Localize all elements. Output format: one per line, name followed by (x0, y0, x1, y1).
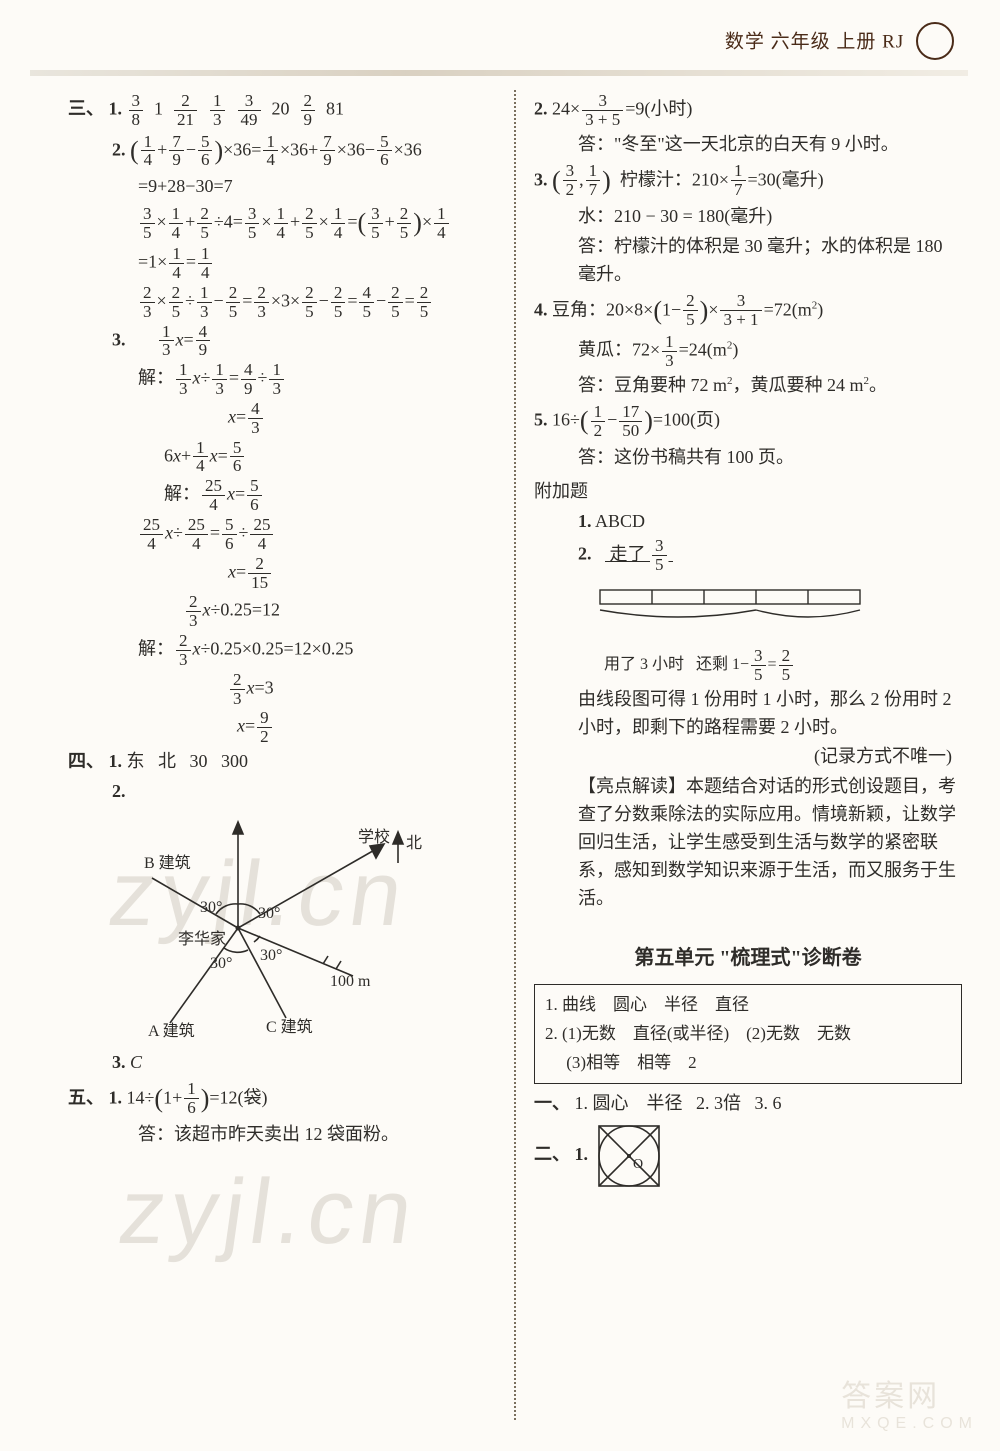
svg-text:30°: 30° (200, 899, 222, 916)
sec3-3-line8: 23x÷0.25=12 (68, 593, 496, 630)
sec3-3-line1: 3. 13x=49 (68, 323, 496, 360)
unit5-box-l2a: 2. (1)无数 直径(或半径) (2)无数 无数 (545, 1020, 951, 1049)
sec3-2-line4: =1×14=14 (68, 245, 496, 282)
sec3-3-line4: 6x+14x=56 (68, 439, 496, 476)
unit5-sec2: 二、 1. O (534, 1120, 962, 1192)
r-q2: 2. 24×33 + 5=9(小时) (534, 92, 962, 129)
sec3-2-line3: 35×14+25÷4=35×14+25×14=(35+25)×14 (68, 203, 496, 243)
extra-2-diagram (590, 576, 962, 645)
right-column: 2. 24×33 + 5=9(小时) 答："冬至"这一天北京的白天有 9 小时。… (516, 90, 962, 1420)
r-q3: 3. (32,17) 柠檬汁：210×17=30(毫升) (534, 161, 962, 201)
header-divider (30, 70, 968, 76)
sec3-3-line2: 解：13x÷13=49÷13 (68, 361, 496, 398)
extra-title: 附加题 (534, 478, 962, 506)
r-q3-water: 水：210 − 30 = 180(毫升) (534, 203, 962, 231)
r-q4-cuke: 黄瓜：72×13=24(m2) (534, 333, 962, 370)
sec3-3-line7: x=215 (68, 555, 496, 592)
svg-text:B 建筑: B 建筑 (144, 854, 191, 872)
sec3-2-line1: 2. (14+79−56)×36=14×36+79×36−56×36 (68, 131, 496, 171)
sec3-label: 三、 (68, 98, 104, 118)
extra-1: 1. ABCD (534, 508, 962, 536)
svg-text:100 m: 100 m (330, 973, 371, 990)
sec3-3-line10: 23x=3 (68, 671, 496, 708)
r-q2-answer: 答："冬至"这一天北京的白天有 9 小时。 (534, 131, 962, 159)
unit5-box: 1. 曲线 圆心 半径 直径 2. (1)无数 直径(或半径) (2)无数 无数… (534, 984, 962, 1085)
unit5-box-l2b: (3)相等 相等 2 (545, 1049, 951, 1078)
r-q5: 5. 16÷(12−1750)=100(页) (534, 401, 962, 441)
unit5-sec1: 一、 1. 圆心 半径 2. 3倍 3. 6 (534, 1090, 962, 1118)
sec4-2-label: 2. (68, 778, 496, 806)
unit5-title: 第五单元 "梳理式"诊断卷 (534, 943, 962, 974)
circle-square-diagram: O (593, 1120, 665, 1192)
page-header: 数学 六年级 上册 RJ (68, 24, 962, 62)
svg-text:李华家: 李华家 (178, 930, 226, 948)
r-q5-answer: 答：这份书稿共有 100 页。 (534, 444, 962, 472)
extra-2-label: 2. 走了 35 (534, 537, 962, 574)
sec4-3-row: 3. C (68, 1049, 496, 1077)
sec3-3-line5: 解：254x=56 (68, 477, 496, 514)
svg-text:北: 北 (406, 834, 422, 852)
svg-text:30°: 30° (260, 947, 282, 964)
extra-2-note: (记录方式不唯一) (534, 743, 962, 771)
unit5-box-l1: 1. 曲线 圆心 半径 直径 (545, 991, 951, 1020)
sec5-1-answer: 答：该超市昨天卖出 12 袋面粉。 (68, 1121, 496, 1149)
extra-2-bottom: 用了 3 小时 还剩 1−35=25 (534, 647, 962, 684)
svg-text:C 建筑: C 建筑 (266, 1018, 313, 1036)
svg-text:O: O (633, 1157, 643, 1172)
svg-text:A 建筑: A 建筑 (148, 1022, 195, 1038)
corner-stamp: 答案网 MXQE.COM (841, 1371, 978, 1433)
sec3-3-line11: x=92 (68, 709, 496, 746)
svg-text:30°: 30° (210, 955, 232, 972)
sec4-1-row: 四、 1. 东 北 30 300 (68, 748, 496, 776)
sec5-1-row: 五、 1. 14÷(1+16)=12(袋) (68, 1079, 496, 1119)
header-text: 数学 六年级 上册 RJ (725, 31, 904, 52)
sec3-2-line2: =9+28−30=7 (68, 173, 496, 201)
header-seal-icon (916, 22, 954, 60)
sec3-3-line3: x=43 (68, 400, 496, 437)
r-q4: 4. 豆角：20×8×(1−25)×33 + 1=72(m2) (534, 291, 962, 331)
extra-2-para1: 由线段图可得 1 份用时 1 小时，那么 2 份用时 2 小时，即剩下的路程需要… (534, 686, 962, 742)
highlight-label: 【亮点解读】 (578, 776, 686, 796)
r-q3-answer: 答：柠檬汁的体积是 30 毫升；水的体积是 180 毫升。 (534, 233, 962, 289)
sec3-3-line9: 解：23x÷0.25×0.25=12×0.25 (68, 632, 496, 669)
sec4-2-diagram: B 建筑 A 建筑 C 建筑 学校 李华家 北 100 m 30° 30° 30… (108, 808, 496, 1047)
highlight-block: 【亮点解读】本题结合对话的形式创设题目，考查了分数乘除法的实际应用。情境新颖，让… (534, 773, 962, 912)
svg-text:30°: 30° (258, 905, 280, 922)
sec3-3-line6: 254x÷254=56÷254 (68, 516, 496, 553)
left-column: 三、 1. 38 1 221 13 349 20 29 81 2. (14+79… (68, 90, 514, 1420)
sec3-1-label: 1. (109, 98, 123, 118)
svg-text:学校: 学校 (358, 828, 390, 846)
sec3-1-row: 三、 1. 38 1 221 13 349 20 29 81 (68, 92, 496, 129)
sec3-2-line5: 23×25÷13−25=23×3×25−25=45−25=25 (68, 284, 496, 321)
r-q4-answer: 答：豆角要种 72 m2，黄瓜要种 24 m2。 (534, 372, 962, 400)
